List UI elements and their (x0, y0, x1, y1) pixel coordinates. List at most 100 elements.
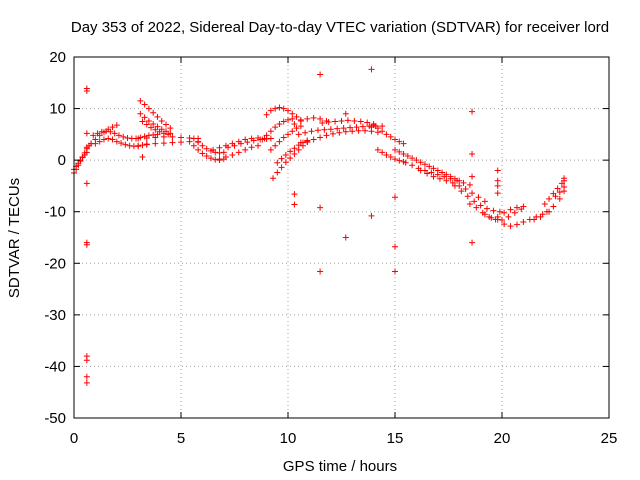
series-arc-q (267, 123, 304, 153)
y-tick-labels: -50 -40 -30 -20 -10 0 10 20 (44, 49, 66, 427)
y-tick-label: 0 (58, 152, 66, 169)
series-arc-g (137, 110, 174, 137)
data-point (276, 104, 283, 111)
data-point (396, 138, 403, 145)
data-point (222, 154, 229, 161)
y-tick-label: -40 (44, 358, 66, 375)
data-point (342, 110, 349, 117)
data-point (400, 150, 407, 157)
data-point (274, 159, 281, 166)
y-axis-label: SDTVAR / TECUs (6, 178, 23, 298)
data-point (374, 125, 381, 132)
data-point (513, 221, 520, 228)
data-point (278, 164, 285, 171)
series-arc-z (374, 146, 407, 165)
data-point (143, 121, 150, 128)
data-point (280, 118, 287, 125)
data-point (362, 127, 369, 134)
data-point (409, 162, 416, 169)
data-point (297, 123, 304, 130)
data-point (344, 117, 351, 124)
data-point (531, 216, 538, 223)
data-point (546, 195, 553, 202)
data-point (109, 136, 116, 143)
y-tick-label: 10 (49, 101, 66, 118)
data-point (454, 177, 461, 184)
data-point (396, 148, 403, 155)
data-point (349, 128, 356, 135)
data-point (287, 148, 294, 155)
data-point (464, 193, 471, 200)
data-point (267, 128, 274, 135)
data-point (496, 208, 503, 215)
data-point (317, 268, 324, 275)
data-point (334, 125, 341, 132)
x-tick-labels: 0 5 10 15 20 25 (70, 430, 618, 447)
data-point (402, 159, 409, 166)
data-point (443, 177, 450, 184)
data-point (368, 124, 375, 131)
data-point (178, 139, 184, 146)
series-arc-f (137, 97, 174, 132)
data-point (285, 107, 291, 114)
data-point (83, 241, 90, 248)
data-point (520, 219, 527, 226)
data-point (392, 243, 398, 250)
data-point (235, 149, 242, 156)
data-point (392, 136, 398, 143)
data-point (163, 121, 170, 128)
data-point (417, 159, 424, 166)
x-tick-label: 25 (601, 430, 618, 447)
data-point (263, 132, 270, 139)
data-point (359, 123, 366, 130)
data-point (83, 144, 90, 151)
data-point (83, 149, 90, 156)
data-point (282, 159, 289, 166)
data-point (469, 150, 476, 157)
data-point (199, 150, 206, 157)
data-point (387, 133, 394, 140)
data-point (481, 198, 488, 205)
data-point (244, 139, 251, 146)
data-point (541, 200, 548, 207)
series-arc-d (90, 128, 161, 142)
data-point (513, 204, 520, 211)
series-arc-w (297, 127, 381, 146)
data-point (255, 142, 262, 149)
data-point (319, 120, 326, 127)
data-point (190, 142, 197, 149)
data-point (203, 153, 210, 160)
data-point (96, 138, 103, 145)
data-point (137, 110, 144, 117)
data-point (327, 126, 334, 133)
data-point (160, 133, 167, 140)
series-arc-ah (531, 188, 568, 223)
data-points (71, 66, 568, 386)
data-point (466, 181, 473, 188)
data-point (83, 88, 90, 95)
data-point (537, 213, 544, 220)
series-arc-ab (402, 159, 473, 188)
data-point (272, 142, 279, 149)
data-point (122, 141, 129, 148)
data-point (250, 137, 257, 144)
data-point (225, 144, 232, 151)
data-point (156, 128, 163, 135)
data-point (413, 157, 420, 164)
data-point (210, 146, 217, 153)
data-point (186, 138, 193, 145)
data-point (231, 142, 238, 149)
data-point (272, 124, 279, 131)
data-point (158, 117, 165, 124)
data-point (263, 111, 270, 118)
data-point (466, 200, 473, 207)
data-point (449, 179, 456, 186)
data-point (342, 128, 349, 135)
data-point (469, 108, 476, 115)
data-point (289, 115, 296, 122)
data-point (169, 133, 176, 140)
data-point (297, 117, 304, 124)
series-arc-v (295, 123, 386, 138)
data-point (556, 195, 563, 202)
